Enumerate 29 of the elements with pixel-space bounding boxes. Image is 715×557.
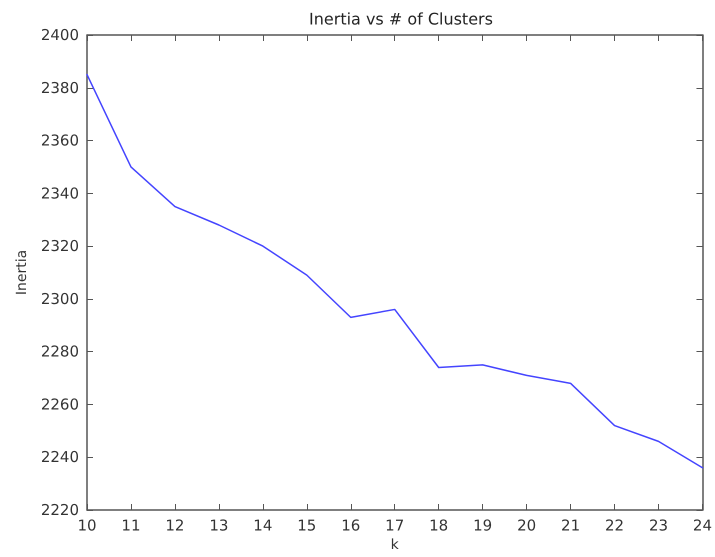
y-tick-label: 2340: [40, 184, 79, 202]
y-tick-label: 2280: [40, 342, 79, 361]
x-tick-label: 10: [77, 516, 97, 534]
y-tick-label: 2300: [40, 290, 79, 308]
y-axis-title: Inertia: [14, 250, 30, 296]
x-tick-label: 15: [297, 516, 316, 534]
x-tick-label: 18: [429, 516, 448, 534]
x-tick-label: 14: [253, 516, 272, 534]
x-tick-label: 11: [121, 516, 141, 534]
y-tick-label: 2380: [40, 78, 79, 97]
y-tick-label: 2240: [40, 448, 79, 466]
x-tick-label: 16: [341, 516, 360, 534]
line-series: [86, 74, 704, 469]
y-tick-label: 2360: [40, 132, 79, 150]
y-tick-label: 2220: [40, 501, 79, 519]
y-tick-label: 2260: [40, 395, 79, 414]
x-tick-label: 24: [692, 516, 712, 534]
x-tick-label: 13: [209, 516, 228, 534]
y-tick-label: 2320: [40, 237, 79, 256]
x-axis-title: k: [390, 537, 400, 553]
x-tick-label: 12: [165, 516, 184, 534]
chart-title: Inertia vs # of Clusters: [309, 10, 493, 28]
x-tick-label: 20: [517, 516, 536, 534]
x-tick-label: 21: [561, 516, 580, 534]
x-tick-label: 22: [604, 516, 624, 534]
y-tick-label: 2400: [40, 26, 79, 44]
x-tick-label: 23: [648, 516, 668, 534]
x-tick-label: 19: [473, 516, 492, 534]
x-tick-label: 17: [385, 516, 404, 534]
